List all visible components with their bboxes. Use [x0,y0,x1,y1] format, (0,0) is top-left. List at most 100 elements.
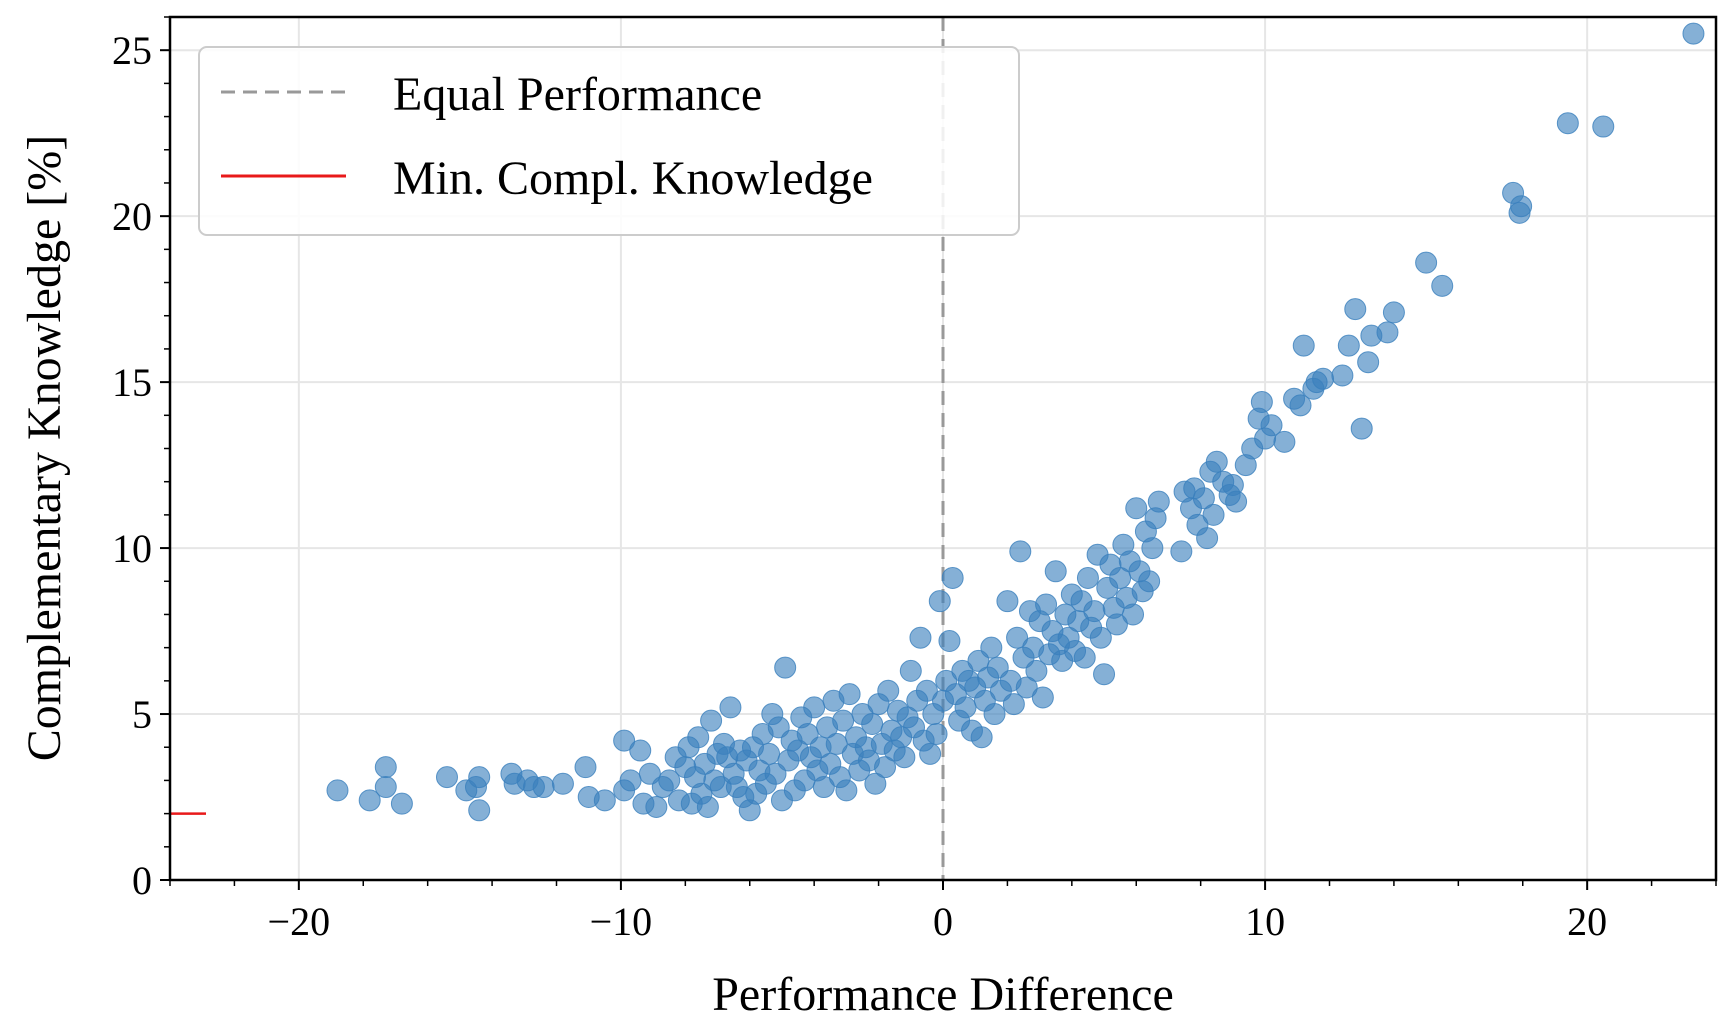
data-point [832,709,855,732]
legend: Equal Performance Min. Compl. Knowledge [198,46,1020,236]
x-tick-label: 20 [1567,899,1607,944]
data-point [1331,364,1354,387]
data-point [1350,417,1373,440]
data-point [803,696,826,719]
data-point [1192,487,1215,510]
data-point [1415,251,1438,274]
data-point [1015,676,1038,699]
x-tick-labels: −20 −10 0 10 20 [268,899,1608,944]
data-point [1382,301,1405,324]
data-point [390,792,413,815]
data-point [1009,540,1032,563]
y-tick-label: 15 [112,360,152,405]
data-point [687,726,710,749]
data-point [1093,663,1116,686]
data-point [1138,570,1161,593]
x-tick-label: 10 [1245,899,1285,944]
data-point [877,679,900,702]
data-point [1035,593,1058,616]
data-point [996,590,1019,613]
data-point [696,795,719,818]
data-point [1592,115,1615,138]
data-point [719,696,742,719]
data-point [941,566,964,589]
data-point [1170,540,1193,563]
data-point [1044,560,1067,583]
axis-ticks [160,16,1717,890]
y-tick-label: 20 [112,194,152,239]
data-point [1196,527,1219,550]
data-point [825,732,848,755]
data-point [532,776,555,799]
data-point [619,769,642,792]
data-point [1125,497,1148,520]
data-point [1109,566,1132,589]
data-point [983,703,1006,726]
data-point [812,776,835,799]
data-point [1556,112,1579,135]
data-point [1025,659,1048,682]
data-point [613,729,636,752]
data-point [645,795,668,818]
data-point [1357,351,1380,374]
data-point [1141,537,1164,560]
data-point [1122,603,1145,626]
data-point [967,649,990,672]
data-point [899,659,922,682]
data-point [1083,600,1106,623]
data-point [928,590,951,613]
data-point [1312,367,1335,390]
data-point [1225,490,1248,513]
y-tick-label: 25 [112,28,152,73]
legend-label-min-compl-knowledge: Min. Compl. Knowledge [393,152,873,205]
data-point [767,716,790,739]
legend-label-equal-performance: Equal Performance [393,68,762,121]
data-point [1682,22,1705,45]
data-point [864,772,887,795]
legend-box [198,46,1020,236]
data-point [1089,626,1112,649]
data-point [468,799,491,822]
data-point [1002,693,1025,716]
data-point [909,626,932,649]
y-tick-label: 0 [132,858,152,903]
data-point [1260,414,1283,437]
data-point [1006,626,1029,649]
data-point [1076,566,1099,589]
data-point [954,696,977,719]
data-point [658,769,681,792]
data-point [700,709,723,732]
data-point [1273,430,1296,453]
data-point [593,789,616,812]
data-point [1250,391,1273,414]
y-tick-label: 10 [112,526,152,571]
data-point [893,746,916,769]
data-point [835,779,858,802]
data-point [938,630,961,653]
data-point [629,739,652,762]
x-tick-label: −10 [590,899,653,944]
data-point [980,636,1003,659]
y-tick-label: 5 [132,692,152,737]
data-point [970,726,993,749]
data-point [1147,490,1170,513]
data-point [1292,334,1315,357]
data-point [986,656,1009,679]
x-axis-label: Performance Difference [712,968,1174,1021]
data-point [915,679,938,702]
data-point [764,762,787,785]
data-point [1073,646,1096,669]
data-point [838,683,861,706]
data-point [1202,503,1225,526]
x-tick-label: −20 [268,899,331,944]
data-point [919,742,942,765]
data-point [1376,321,1399,344]
data-point [874,756,897,779]
data-point [1289,394,1312,417]
data-point [551,772,574,795]
data-point [1105,613,1128,636]
y-axis-label: Complementary Knowledge [%] [18,135,71,761]
data-point [435,766,458,789]
data-point [638,762,661,785]
